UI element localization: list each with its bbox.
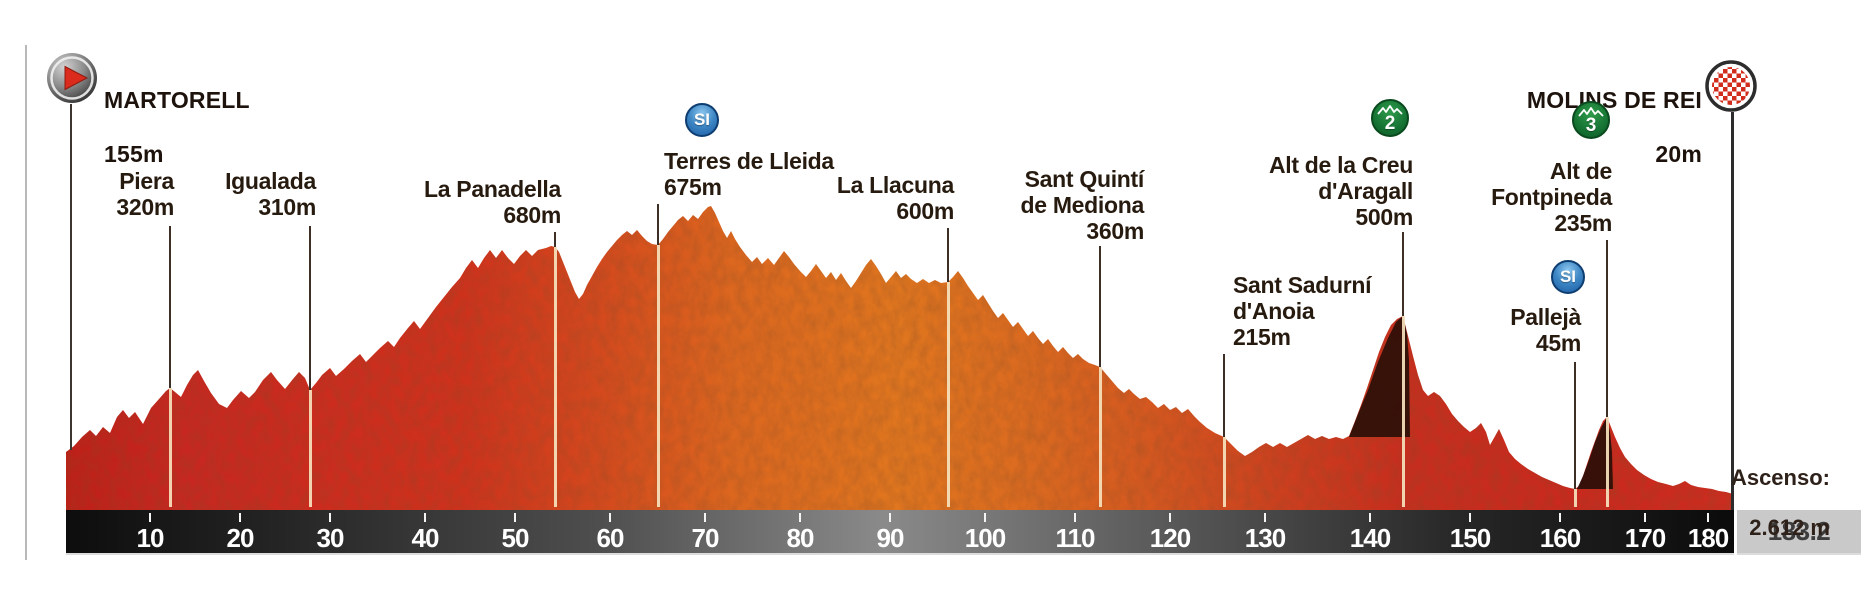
total-distance-value: 183.2 — [1767, 516, 1831, 546]
climb-category-number: 3 — [1585, 115, 1597, 136]
axis-tick-label: 110 — [1055, 523, 1096, 553]
axis-tick-label: 90 — [876, 523, 905, 553]
axis-tick — [514, 513, 516, 522]
axis-tick — [889, 513, 891, 522]
axis-tick — [239, 513, 241, 522]
axis-tick-label: 120 — [1149, 523, 1191, 553]
mountains-icon — [1578, 107, 1604, 117]
waypoint-label: La Panadella 680m — [423, 176, 561, 228]
waypoint-line-inner — [1402, 316, 1405, 507]
axis-tick — [1707, 513, 1709, 522]
category2-climb-icon: 2 — [1371, 99, 1409, 137]
axis-tick-label: 70 — [691, 523, 720, 553]
axis-tick-label: 150 — [1449, 523, 1491, 553]
axis-tick-label: 130 — [1244, 523, 1286, 553]
waypoint-line-upper — [554, 232, 556, 247]
waypoint-line-upper — [309, 226, 311, 390]
total-distance-box: 183.2 — [1737, 510, 1861, 555]
category3-climb-icon: 3 — [1572, 101, 1610, 139]
distance-axis: 10 20 30 40 50 60 70 80 90 100 110 120 130 140 150 160 1… — [66, 510, 1734, 555]
start-icon — [46, 52, 98, 109]
axis-tick — [704, 513, 706, 522]
axis-tick-label: 10 — [136, 523, 165, 553]
start-elevation: 155m — [104, 141, 164, 167]
ascent-label: Ascenso: — [1730, 465, 1830, 490]
waypoint-line-upper — [657, 204, 659, 245]
axis-tick-label: 50 — [501, 523, 530, 553]
axis-tick — [329, 513, 331, 522]
axis-tick-label: 30 — [316, 523, 345, 553]
axis-tick — [1644, 513, 1646, 522]
waypoint-line-inner — [657, 245, 660, 507]
waypoint-line-inner — [554, 247, 557, 507]
sprint-icon: SI — [1551, 260, 1585, 294]
axis-tick-label: 160 — [1539, 523, 1581, 553]
waypoint-line-upper — [1099, 246, 1101, 367]
axis-tick — [609, 513, 611, 522]
waypoint-line-upper — [1223, 354, 1225, 437]
terrain-silhouette — [66, 206, 1733, 511]
left-border-line — [25, 45, 27, 560]
axis-tick — [1469, 513, 1471, 522]
axis-tick-label: 60 — [596, 523, 625, 553]
finish-label: MOLINS DE REI 20m — [1527, 60, 1702, 195]
axis-tick — [424, 513, 426, 522]
axis-tick-label: 100 — [964, 523, 1006, 553]
start-name: MARTORELL — [104, 87, 250, 113]
waypoint-line-inner — [1223, 437, 1226, 507]
axis-tick — [149, 513, 151, 522]
finish-elevation: 20m — [1655, 141, 1702, 167]
axis-tick-label: 20 — [226, 523, 255, 553]
waypoint-label: Sant Quintí de Mediona 360m — [1020, 166, 1144, 244]
axis-tick — [1264, 513, 1266, 522]
waypoint-label: La Llacuna 600m — [836, 172, 954, 224]
total-ascent: Ascenso: 2.612 m — [1731, 440, 1830, 565]
waypoint-label: Terres de Lleida 675m — [664, 148, 834, 200]
sprint-icon: SI — [685, 103, 719, 137]
start-marker-line — [70, 104, 72, 450]
start-label: MARTORELL 155m — [104, 60, 250, 195]
waypoint-label: Alt de la Creu d'Aragall 500m — [1268, 152, 1413, 230]
waypoint-line-inner — [309, 390, 312, 507]
axis-tick-label: 180 — [1687, 523, 1729, 553]
axis-tick-label: 80 — [786, 523, 815, 553]
finish-marker-line — [1731, 112, 1734, 510]
waypoint-line-upper — [169, 226, 171, 388]
waypoint-line-upper — [1606, 240, 1608, 417]
waypoint-line-inner — [947, 282, 950, 507]
waypoint-line-inner — [169, 388, 172, 507]
climb-category-number: 2 — [1384, 113, 1396, 134]
axis-tick — [1169, 513, 1171, 522]
waypoint-label: Sant Sadurní d'Anoia 215m — [1233, 272, 1372, 350]
axis-tick — [1559, 513, 1561, 522]
waypoint-label: Alt de Fontpineda 235m — [1491, 158, 1612, 236]
axis-tick — [1074, 513, 1076, 522]
axis-tick — [1369, 513, 1371, 522]
waypoint-line-inner — [1574, 489, 1577, 507]
waypoint-label: Piera 320m — [116, 168, 174, 220]
waypoint-line-inner — [1606, 417, 1609, 507]
waypoint-line-upper — [1402, 232, 1404, 316]
ascent-value: 2.612 m — [1749, 515, 1830, 540]
axis-tick-label: 140 — [1349, 523, 1391, 553]
axis-tick — [799, 513, 801, 522]
waypoint-label: Pallejà 45m — [1510, 304, 1581, 356]
axis-tick-label: 170 — [1624, 523, 1666, 553]
waypoint-line-upper — [1574, 362, 1576, 489]
finish-name: MOLINS DE REI — [1526, 87, 1702, 113]
mountains-icon — [1377, 105, 1403, 115]
waypoint-label: Igualada 310m — [225, 168, 316, 220]
axis-tick-label: 40 — [411, 523, 440, 553]
finish-icon — [1705, 60, 1757, 117]
waypoint-line-upper — [947, 228, 949, 282]
waypoint-line-inner — [1099, 367, 1102, 507]
axis-tick — [984, 513, 986, 522]
